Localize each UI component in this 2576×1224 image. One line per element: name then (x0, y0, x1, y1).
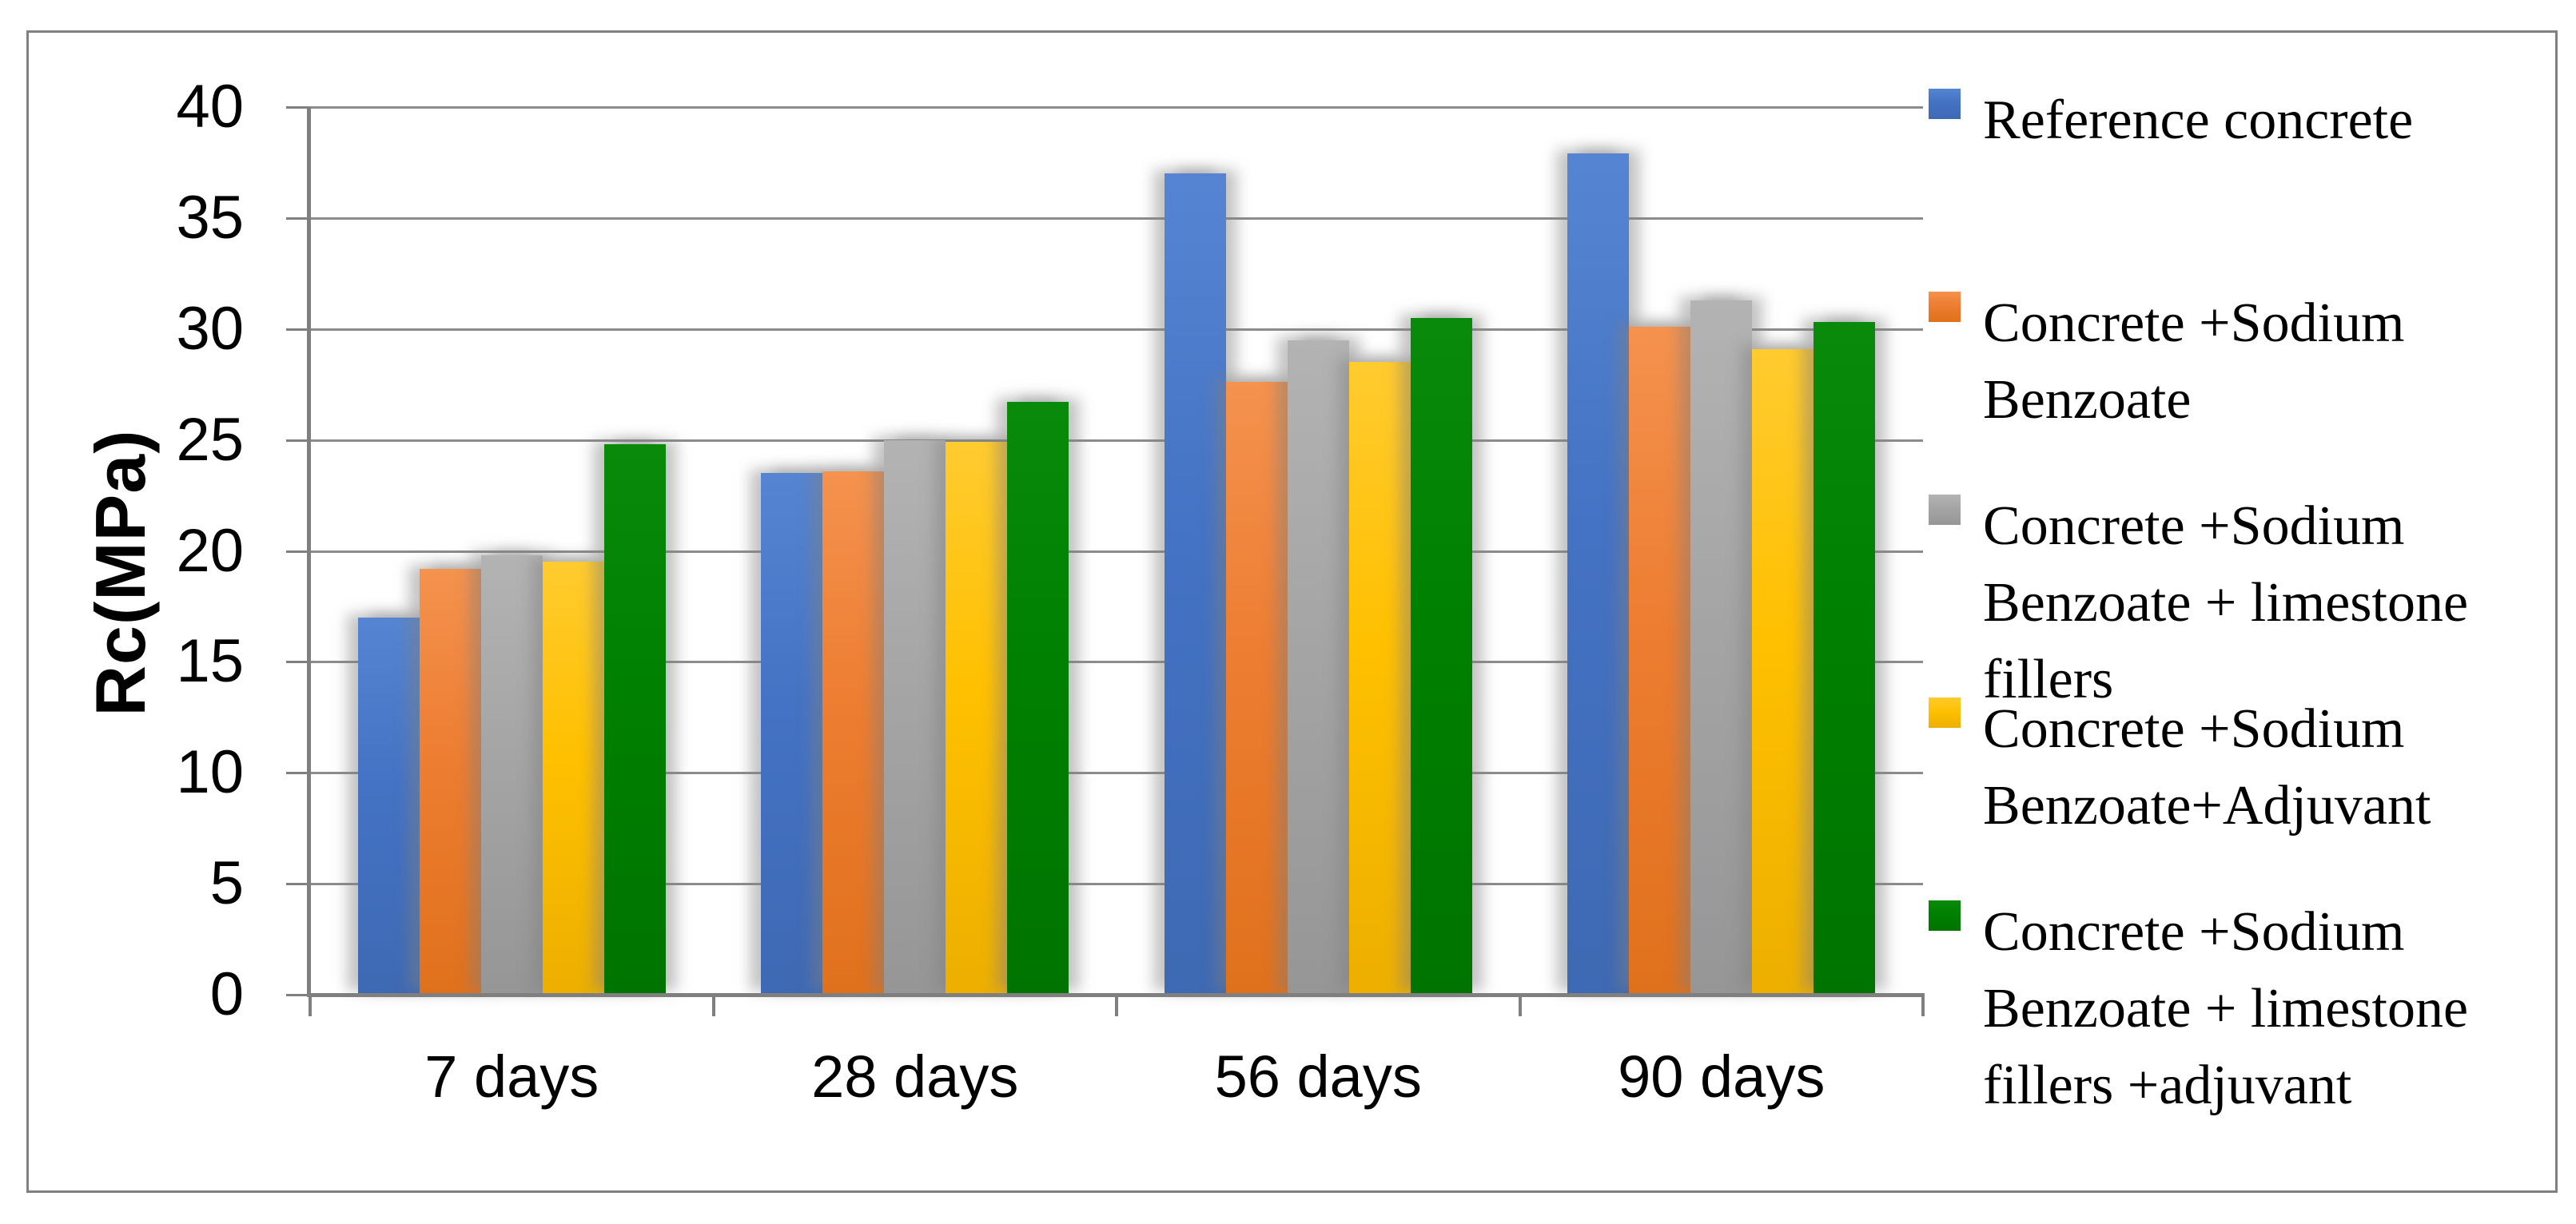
y-tick-label: 25 (176, 405, 244, 474)
bar (419, 568, 481, 995)
legend-swatch (1929, 292, 1961, 322)
y-gridline (309, 661, 1923, 664)
bar (1690, 300, 1753, 995)
legend-swatch (1929, 697, 1961, 728)
bar (1567, 153, 1630, 995)
y-gridline (309, 550, 1923, 553)
y-tick (286, 550, 309, 553)
legend-label-line: Benzoate + limestone (1983, 978, 2469, 1039)
bar (480, 555, 543, 995)
legend-label-line: fillers +adjuvant (1983, 1055, 2352, 1116)
legend-label-line: Benzoate+Adjuvant (1983, 775, 2431, 837)
x-tick (711, 993, 715, 1016)
bar (1225, 382, 1288, 995)
legend-label-line: Benzoate (1983, 369, 2192, 431)
legend-label: Concrete +Sodium Benzoate + limestone fill… (1983, 894, 2550, 1124)
y-tick (286, 661, 309, 664)
y-gridline (309, 217, 1923, 220)
legend-label-line: Concrete +Sodium (1983, 292, 2405, 354)
bar (1410, 317, 1472, 995)
bar (1814, 322, 1876, 995)
category-label: 90 days (1618, 1043, 1825, 1110)
legend-label-line: Concrete +Sodium (1983, 495, 2405, 557)
y-tick (286, 328, 309, 331)
legend-label-line: Concrete +Sodium (1983, 698, 2405, 760)
bar (1164, 173, 1226, 995)
y-tick-label: 30 (176, 294, 244, 363)
y-tick-label: 20 (176, 516, 244, 585)
y-gridline (309, 106, 1923, 109)
x-tick (309, 993, 312, 1016)
legend-label: Reference concrete (1983, 82, 2550, 159)
y-tick-label: 35 (176, 183, 244, 252)
y-tick-label: 15 (176, 627, 244, 696)
bar (1629, 326, 1691, 995)
bar (761, 473, 823, 995)
bar (1287, 340, 1349, 995)
y-axis-line (307, 107, 311, 997)
y-tick (286, 883, 309, 886)
y-tick-label: 5 (209, 849, 244, 918)
y-tick-label: 0 (209, 960, 244, 1028)
bar (822, 471, 885, 995)
category-label: 56 days (1214, 1043, 1422, 1110)
bar (946, 442, 1008, 995)
bar (603, 444, 666, 995)
y-gridline (309, 772, 1923, 775)
x-tick (1921, 993, 1925, 1016)
x-tick (1115, 993, 1118, 1016)
bar (1348, 362, 1411, 995)
category-label: 28 days (811, 1043, 1019, 1110)
y-tick (286, 439, 309, 442)
legend-label: Concrete +Sodium Benzoate+Adjuvant (1983, 691, 2550, 844)
legend-label-line: Benzoate + limestone (1983, 572, 2469, 634)
legend-swatch (1929, 89, 1961, 119)
legend-label: Concrete +Sodium Benzoate (1983, 285, 2550, 439)
y-tick (286, 106, 309, 109)
category-label: 7 days (424, 1043, 599, 1110)
y-gridline (309, 439, 1923, 442)
bar (1752, 348, 1814, 995)
bar (884, 439, 946, 995)
x-tick (1518, 993, 1522, 1016)
legend-label-line: Concrete +Sodium (1983, 901, 2405, 963)
y-gridline (309, 883, 1923, 886)
legend-swatch (1929, 495, 1961, 525)
y-tick-label: 10 (176, 738, 244, 807)
bar (542, 562, 604, 995)
y-tick (286, 217, 309, 220)
y-gridline (309, 328, 1923, 331)
y-tick-label: 40 (176, 73, 244, 141)
bar (357, 617, 420, 995)
bar (1007, 402, 1069, 995)
legend-label-line: fillers (1983, 649, 2114, 710)
y-tick (286, 772, 309, 775)
legend-label-line: Reference concrete (1983, 89, 2414, 151)
legend-label: Concrete +Sodium Benzoate + limestone fill… (1983, 488, 2550, 718)
legend-swatch (1929, 900, 1961, 931)
y-tick (286, 994, 309, 996)
